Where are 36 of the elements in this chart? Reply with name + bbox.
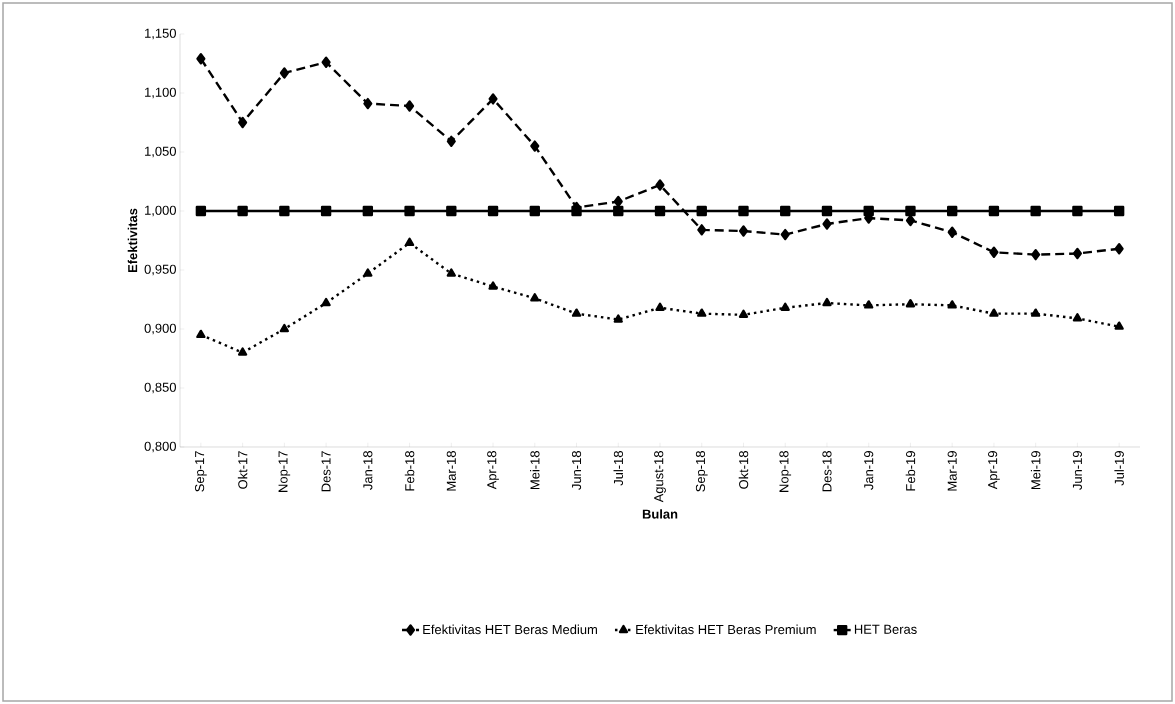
y-tick-label: 1,050	[145, 146, 176, 158]
y-tick-label: 0,900	[144, 323, 176, 335]
x-tick-label: Feb-18	[404, 451, 415, 491]
x-tick-label: Apr-18	[487, 451, 499, 490]
y-tick-label: 0,850	[144, 382, 176, 394]
x-tick-label: Apr-19	[988, 451, 1000, 490]
x-tick-label: Mar-18	[446, 451, 456, 491]
x-tick-label: Des-17	[321, 451, 331, 492]
x-tick-label: Agust-18	[654, 451, 666, 503]
x-tick-label: Jul-19	[1114, 451, 1124, 486]
x-tick-label: Okt-18	[738, 451, 749, 489]
x-tick-label: Nop-18	[779, 451, 792, 492]
y-axis-title: Efektivitas	[127, 208, 138, 273]
y-tick-label: 0,950	[144, 264, 176, 276]
y-tick-label: 1,100	[145, 87, 176, 99]
x-tick-label: Nop-17	[278, 451, 291, 492]
x-tick-label: Sep-18	[695, 451, 708, 492]
y-tick-label: 0,800	[144, 441, 176, 453]
legend-label: Efektivitas HET Beras Premium	[636, 624, 816, 635]
x-tick-label: Jun-18	[571, 451, 582, 490]
y-tick-label: 1,000	[145, 205, 176, 217]
x-tick-label: Okt-17	[237, 451, 248, 489]
x-tick-label: Mar-19	[947, 451, 957, 491]
legend-label: HET Beras	[854, 624, 917, 634]
x-tick-label: Mei-19	[1030, 451, 1041, 490]
x-tick-label: Mei-18	[530, 451, 540, 490]
x-tick-label: Feb-19	[905, 451, 916, 491]
x-tick-label: Jan-19	[864, 451, 874, 490]
legend-label: Efektivitas HET Beras Medium	[423, 624, 597, 635]
x-axis-title: Bulan	[642, 509, 678, 519]
x-tick-label: Des-18	[822, 451, 832, 492]
y-tick-label: 1,150	[145, 28, 176, 40]
x-tick-label: Jul-18	[613, 451, 624, 486]
x-tick-label: Jun-19	[1072, 451, 1082, 490]
x-tick-label: Jan-18	[363, 451, 373, 490]
x-tick-label: Sep-17	[195, 451, 207, 492]
